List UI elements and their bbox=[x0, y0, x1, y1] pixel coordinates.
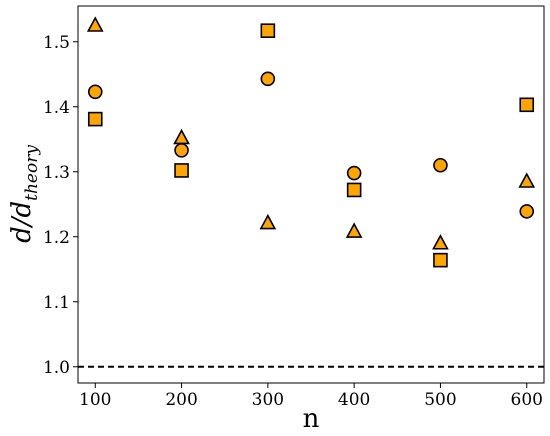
circle-marker bbox=[346, 165, 362, 181]
circle-marker bbox=[260, 71, 276, 87]
y-tick-label: 1.5 bbox=[43, 33, 70, 53]
marker-layer bbox=[86, 16, 536, 268]
y-axis-title-subscript: theory bbox=[22, 145, 42, 201]
y-tick-label: 1.4 bbox=[43, 98, 70, 118]
tick-layer: 100 200 300 400 500 600 1.0 1.1 1.2 1.3 1.4 1.5 bbox=[43, 33, 543, 410]
triangle-marker bbox=[259, 213, 277, 230]
y-axis-title-main: d/d bbox=[7, 201, 37, 243]
triangle-marker bbox=[173, 128, 190, 145]
y-tick-label: 1.0 bbox=[43, 358, 70, 378]
x-tick-label: 300 bbox=[252, 390, 284, 410]
x-axis-title: n bbox=[303, 404, 320, 434]
circle-marker bbox=[87, 84, 103, 100]
x-tick-label: 100 bbox=[79, 390, 111, 410]
triangle-marker bbox=[345, 222, 363, 238]
x-tick-label: 600 bbox=[511, 390, 543, 410]
y-tick-label: 1.3 bbox=[43, 163, 70, 183]
x-tick-label: 500 bbox=[424, 390, 456, 410]
x-tick-label: 200 bbox=[165, 390, 197, 410]
triangle-marker bbox=[86, 16, 104, 32]
x-tick-label: 400 bbox=[338, 390, 370, 410]
square-marker bbox=[346, 182, 362, 198]
circle-marker bbox=[174, 143, 189, 158]
triangle-marker bbox=[432, 234, 449, 250]
square-marker bbox=[433, 252, 448, 268]
square-marker bbox=[519, 97, 535, 113]
circle-marker bbox=[519, 204, 535, 219]
square-marker bbox=[174, 163, 189, 178]
triangle-marker bbox=[518, 172, 536, 188]
y-tick-label: 1.2 bbox=[43, 228, 70, 248]
y-tick-label: 1.1 bbox=[43, 293, 70, 313]
square-marker bbox=[87, 111, 103, 127]
plot-frame bbox=[77, 5, 545, 384]
square-marker bbox=[260, 23, 276, 39]
circle-marker bbox=[433, 157, 448, 173]
y-axis-title: d/dtheory bbox=[7, 145, 42, 243]
